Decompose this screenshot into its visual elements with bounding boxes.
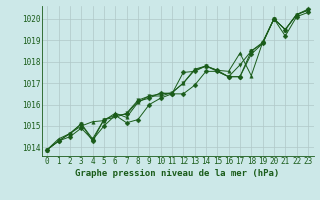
X-axis label: Graphe pression niveau de la mer (hPa): Graphe pression niveau de la mer (hPa) (76, 169, 280, 178)
